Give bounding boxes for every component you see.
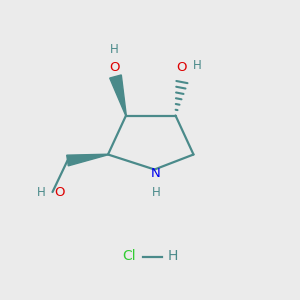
Text: H: H [193,59,202,72]
Text: H: H [110,43,118,56]
Text: O: O [109,61,119,74]
Text: H: H [37,185,46,199]
Text: O: O [176,61,187,74]
Text: O: O [54,185,64,199]
Text: H: H [167,250,178,263]
Text: N: N [151,167,161,180]
Polygon shape [67,154,108,166]
Text: Cl: Cl [122,250,136,263]
Polygon shape [110,75,126,116]
Text: H: H [152,186,160,199]
